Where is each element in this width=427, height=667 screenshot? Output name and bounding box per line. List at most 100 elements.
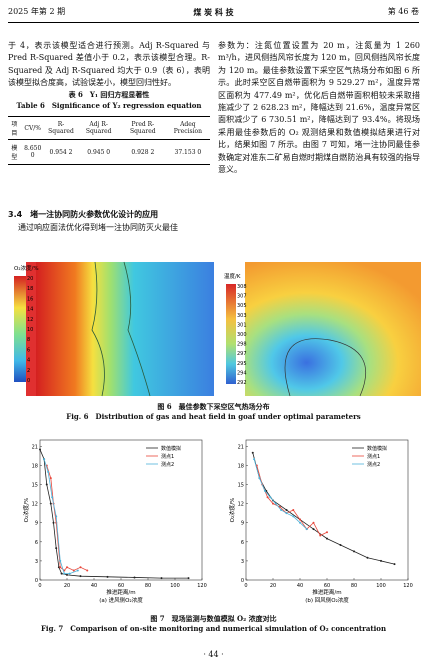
colorbar-label: 20 <box>27 276 33 282</box>
column-header: CV/% <box>20 116 45 140</box>
point <box>292 515 295 518</box>
contour <box>91 261 105 397</box>
contour <box>284 338 367 397</box>
point <box>253 458 256 461</box>
y-tick-label: 3 <box>35 559 38 565</box>
o2-field <box>36 262 214 396</box>
x-tick-label: 80 <box>145 583 151 589</box>
point <box>72 569 75 572</box>
o2-colorbar <box>14 276 26 382</box>
colorbar-label: 2 <box>27 368 30 374</box>
point <box>76 569 79 572</box>
point <box>326 531 328 534</box>
point <box>187 577 190 580</box>
point <box>68 572 71 575</box>
volume: 第 46 卷 <box>387 7 419 16</box>
legend-title: 温度/K <box>224 272 241 280</box>
x-axis-label: 推进距离/m <box>312 588 341 596</box>
point <box>45 483 48 486</box>
legend-title: O₂浓度/% <box>14 264 39 272</box>
point <box>52 521 55 524</box>
point <box>86 569 89 572</box>
point <box>59 566 62 569</box>
inlet <box>26 262 36 396</box>
point <box>263 489 266 492</box>
point <box>285 512 288 515</box>
x-tick-label: 60 <box>324 583 330 589</box>
series-line <box>39 449 189 579</box>
point <box>312 521 315 524</box>
colorbar-label: 307 <box>237 294 247 300</box>
point <box>133 576 136 579</box>
point <box>339 544 342 546</box>
column-header: Pred R-Squared <box>119 116 166 140</box>
figure-caption-en: Fig. 6 Distribution of gas and heat fiel… <box>66 412 361 421</box>
colorbar-label: 303 <box>237 313 247 319</box>
legend-label: 数值模拟 <box>367 445 387 452</box>
x-tick-label: 60 <box>118 583 124 589</box>
heat-field <box>245 262 421 396</box>
y-tick-label: 9 <box>35 521 38 527</box>
point <box>266 496 269 499</box>
colorbar-label: 10 <box>27 327 33 333</box>
figure-caption: 图 6 最佳参数下采空区气热场分布 <box>157 402 270 411</box>
y-tick-label: 0 <box>35 578 38 584</box>
plot-frame <box>245 439 409 581</box>
x-tick-label: 80 <box>351 583 357 589</box>
row: 模型 8.650 0 0.954 2 0.945 0 0.928 2 37.153 0 <box>8 140 210 165</box>
cell: 0.954 2 <box>49 148 73 156</box>
page-number: · 44 · <box>203 650 224 659</box>
y-tick-label: 9 <box>241 521 244 527</box>
y-tick-label: 12 <box>238 502 244 508</box>
y-tick-label: 3 <box>241 559 244 565</box>
cell: 37.153 0 <box>174 148 202 156</box>
colorbar-label: 16 <box>27 296 33 302</box>
y-tick-label: 18 <box>32 463 38 469</box>
y-tick-label: 0 <box>241 578 244 584</box>
colorbar-label: 301 <box>237 322 247 328</box>
point <box>272 502 274 505</box>
colorbar-label: 295 <box>237 361 247 367</box>
x-tick-label: 0 <box>38 583 41 589</box>
colorbar-label: 298 <box>237 342 247 348</box>
x-tick-label: 100 <box>376 583 386 589</box>
legend-label: 数值模拟 <box>161 445 181 452</box>
series-line <box>46 465 88 572</box>
y-axis-label: O₂浓度/% <box>228 498 236 523</box>
column-header: Adj R-Squared <box>77 116 120 140</box>
x-axis-label: 推进距离/m <box>106 588 135 596</box>
paragraph: 参数为：注氮位置设置为 20 m，注氮量为 1 260 m³/h，进风侧挡风帘长… <box>218 41 420 175</box>
table-title-en: Table 6 Significance of Y₂ regression eq… <box>16 101 202 110</box>
y-tick-label: 6 <box>35 540 38 546</box>
section-title: 3.4 堵一注协同防火参数优化设计的应用 <box>8 210 159 219</box>
subtitle: (a) 进风侧O₂浓度 <box>99 596 143 604</box>
series-line <box>253 458 308 530</box>
colorbar-label: 305 <box>237 303 247 309</box>
legend-label: 测点2 <box>367 461 380 468</box>
colorbar-label: 14 <box>27 307 33 313</box>
point <box>49 477 52 480</box>
column-header: 项目 <box>8 116 21 140</box>
legend-label: 测点2 <box>161 461 174 468</box>
point <box>380 559 382 562</box>
point <box>269 496 272 499</box>
point <box>366 556 369 559</box>
y-tick-label: 6 <box>241 540 244 546</box>
x-tick-label: 40 <box>297 583 303 589</box>
legend-label: 测点1 <box>367 453 380 460</box>
y-tick-label: 21 <box>238 444 244 450</box>
x-tick-label: 20 <box>270 583 276 589</box>
colorbar-label: 294 <box>237 370 247 376</box>
figure-caption: 图 7 现场监测与数值模拟 O₂ 浓度对比 <box>150 614 277 623</box>
point <box>305 528 308 531</box>
cell: 8.650 0 <box>24 145 42 159</box>
point <box>49 502 52 505</box>
point <box>55 515 58 518</box>
y-axis-label: O₂浓度/% <box>22 498 30 523</box>
point <box>251 451 254 454</box>
colorbar-label: 6 <box>27 347 30 353</box>
table-title: 表 6 Y₁ 回归方程显著性 <box>68 90 150 99</box>
point <box>319 534 322 537</box>
cell: 0.945 0 <box>87 148 111 156</box>
